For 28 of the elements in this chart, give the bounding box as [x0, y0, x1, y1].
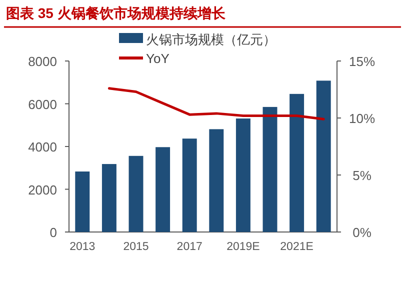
x-tick-label: 2013: [70, 241, 96, 253]
y-tick-label: 8000: [28, 54, 57, 69]
bar: [128, 156, 144, 232]
bar: [262, 106, 278, 232]
y-tick-label: 4000: [28, 140, 57, 154]
bar: [75, 172, 90, 232]
y2-tick-label: 10%: [348, 111, 376, 126]
y-tick-label: 0: [50, 225, 57, 240]
y2-tick-label: 15%: [348, 54, 376, 69]
y-tick-label: 2000: [28, 182, 57, 198]
y2-tick-label: 0%: [352, 225, 372, 240]
bar: [182, 138, 197, 232]
bar: [102, 164, 116, 232]
chart-title: 图表 35 火锅餐饮市场规模持续增长: [6, 5, 226, 21]
bar: [290, 94, 304, 232]
y-tick-label: 6000: [28, 96, 57, 112]
x-tick-label: 2017: [176, 241, 202, 253]
bar: [156, 147, 170, 232]
bar: [236, 118, 250, 232]
x-tick-label: 2015: [123, 241, 149, 253]
y2-tick-label: 5%: [352, 168, 372, 183]
x-tick-label: 2019E: [226, 241, 260, 253]
x-tick-label: 2021E: [280, 241, 314, 253]
legend-label: 火锅市场规模（亿元）: [146, 32, 276, 47]
line-series: [108, 87, 325, 120]
legend-label: YoY: [146, 51, 170, 66]
bar: [209, 129, 224, 232]
bar: [316, 80, 331, 232]
